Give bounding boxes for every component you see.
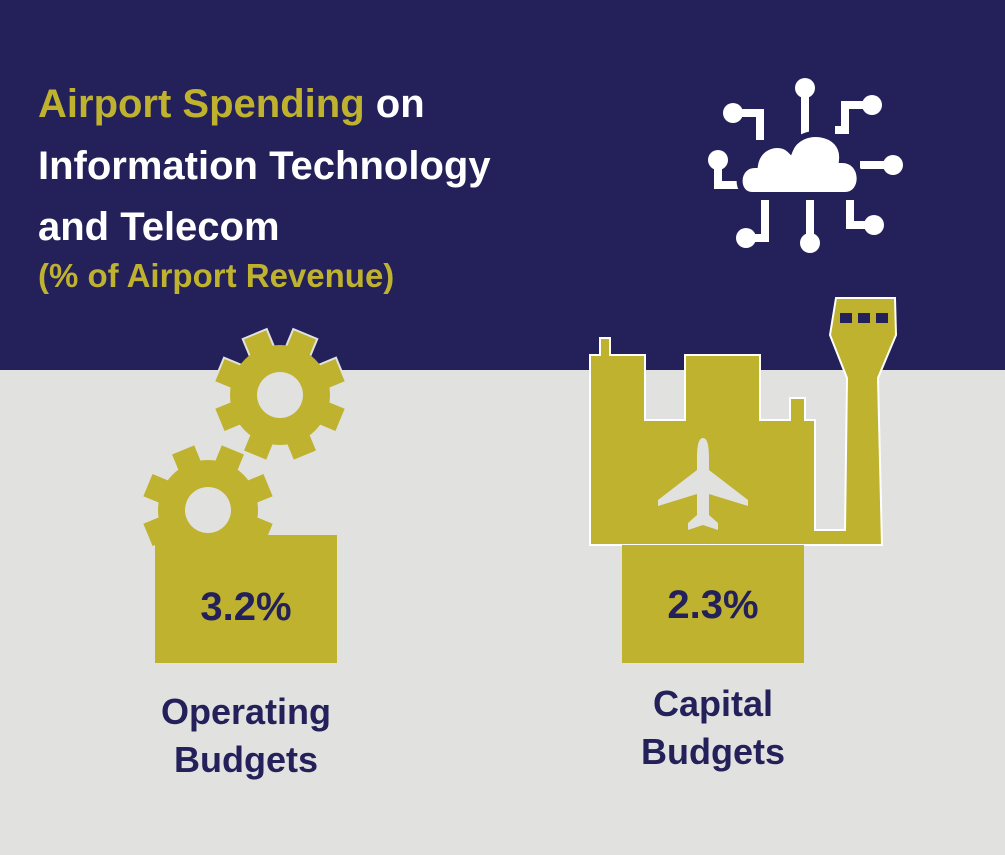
airport-icon [589,297,898,546]
subtitle: (% of Airport Revenue) [38,257,394,294]
gear-part [185,487,231,533]
gear-part [257,372,303,418]
tower-windows [840,313,888,323]
cloud-icon-nodes [708,78,903,253]
plane-icon [658,438,748,530]
item-label: Budgets [174,739,318,780]
value: 2.3% [667,583,758,627]
value-box [622,545,804,663]
value: 3.2% [200,585,291,629]
item-label: Capital [653,683,773,724]
item-label: Budgets [641,731,785,772]
title-rest: on [376,82,425,126]
value-box [155,535,337,663]
item-label: Operating [161,691,331,732]
title-line: Airport Spending on [38,82,425,126]
title-line: and Telecom [38,205,280,249]
gear-icon [212,327,348,463]
title-line: Information Technology [38,144,491,188]
title-highlight: Airport Spending [38,82,365,126]
